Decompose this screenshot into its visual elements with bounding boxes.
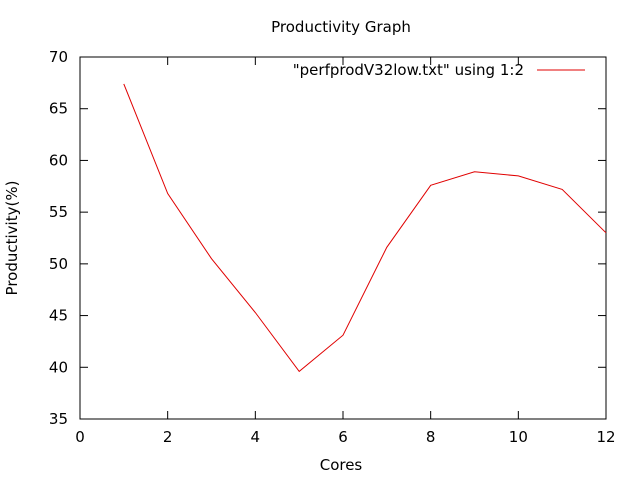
y-tick-label: 35	[49, 410, 68, 428]
y-tick-label: 60	[49, 151, 68, 169]
y-tick-label: 65	[49, 100, 68, 118]
y-tick-label: 55	[49, 203, 68, 221]
legend: "perfprodV32low.txt" using 1:2	[293, 61, 585, 79]
y-axis-label: Productivity(%)	[3, 181, 21, 296]
x-axis: 0 2 4 6 8 10 12	[75, 57, 616, 446]
x-tick-label: 10	[509, 428, 528, 446]
x-tick-label: 0	[75, 428, 85, 446]
series-line	[123, 83, 607, 373]
x-axis-label: Cores	[320, 456, 363, 474]
y-tick-label: 50	[49, 255, 68, 273]
y-tick-label: 45	[49, 307, 68, 325]
y-tick-label: 70	[49, 48, 68, 66]
x-tick-label: 4	[251, 428, 261, 446]
y-tick-label: 40	[49, 358, 68, 376]
x-tick-label: 12	[596, 428, 615, 446]
x-tick-label: 8	[426, 428, 436, 446]
x-tick-label: 6	[338, 428, 348, 446]
x-tick-label: 2	[163, 428, 173, 446]
y-axis: 35 40 45 50 55 60 65 70	[49, 48, 606, 428]
chart-title: Productivity Graph	[271, 18, 411, 36]
plot-frame	[79, 56, 607, 420]
legend-label: "perfprodV32low.txt" using 1:2	[293, 61, 524, 79]
series-layer	[123, 83, 607, 373]
